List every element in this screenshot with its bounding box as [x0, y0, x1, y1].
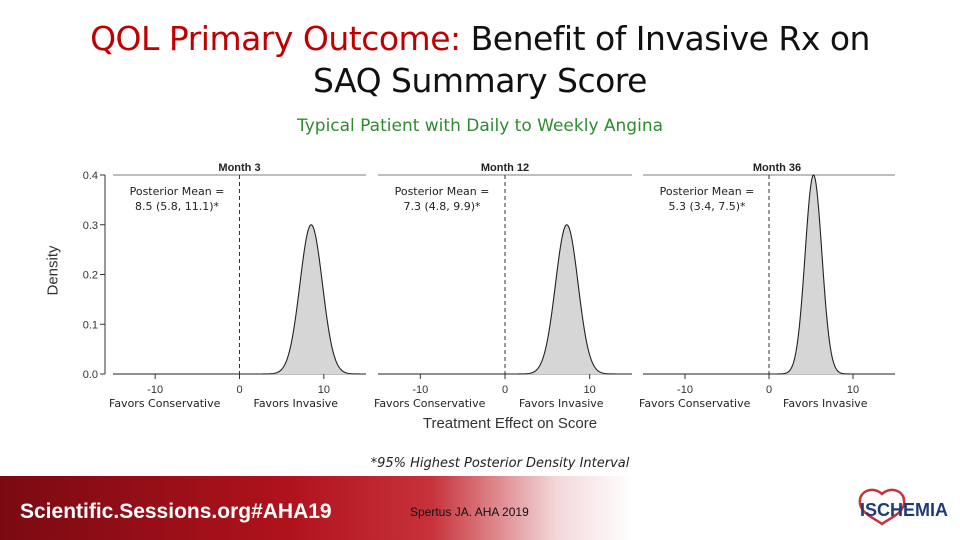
y-tick-label: 0.2 [83, 270, 98, 282]
posterior-label: Posterior Mean = [129, 185, 225, 198]
ischemia-heart-icon [858, 488, 906, 526]
favors-invasive-label: Favors Invasive [783, 397, 868, 410]
posterior-label: Posterior Mean = [659, 185, 755, 198]
favors-conservative-label: Favors Conservative [109, 397, 221, 410]
y-tick-label: 0.1 [83, 319, 98, 331]
footer-hashtag: Scientific.Sessions.org#AHA19 [20, 500, 332, 523]
panel-title: Month 36 [753, 162, 801, 174]
x-tick-label: 10 [318, 384, 330, 396]
footer-bar [0, 476, 960, 540]
x-tick-label: 10 [584, 384, 596, 396]
posterior-value: 5.3 (3.4, 7.5)* [668, 200, 746, 213]
x-tick-label: 0 [236, 384, 242, 396]
slide-title: QOL Primary Outcome: Benefit of Invasive… [0, 18, 960, 102]
y-axis-label: Density [44, 245, 62, 296]
x-tick-label: -10 [677, 384, 693, 396]
y-tick-label: 0.4 [83, 170, 98, 182]
x-tick-label: 0 [766, 384, 772, 396]
chart-subtitle: Typical Patient with Daily to Weekly Ang… [296, 116, 664, 136]
x-tick-label: 10 [847, 384, 859, 396]
x-tick-label: 0 [502, 384, 508, 396]
panel-title: Month 12 [481, 162, 529, 174]
posterior-value: 7.3 (4.8, 9.9)* [403, 200, 481, 213]
x-tick-label: -10 [147, 384, 163, 396]
y-tick-label: 0.0 [83, 369, 98, 381]
posterior-mean-box: Posterior Mean = 8.5 (5.8, 11.1)* [117, 184, 237, 214]
posterior-mean-box: Posterior Mean = 7.3 (4.8, 9.9)* [382, 184, 502, 214]
title-black-part: Benefit of Invasive Rx on [460, 19, 871, 58]
x-axis-label: Treatment Effect on Score [422, 415, 598, 432]
posterior-mean-box: Posterior Mean = 5.3 (3.4, 7.5)* [647, 184, 767, 214]
favors-invasive-label: Favors Invasive [253, 397, 339, 410]
favors-conservative-label: Favors Conservative [639, 397, 751, 410]
posterior-value: 8.5 (5.8, 11.1)* [134, 200, 220, 213]
footnote: *95% Highest Posterior Density Interval [370, 456, 630, 471]
logo-text: ISCHEMIA [860, 500, 949, 520]
favors-conservative-label: Favors Conservative [374, 397, 486, 410]
density-area [378, 224, 632, 374]
posterior-label: Posterior Mean = [394, 185, 490, 198]
x-tick-label: -10 [412, 384, 428, 396]
y-tick-label: 0.3 [83, 220, 98, 232]
favors-invasive-label: Favors Invasive [519, 397, 604, 410]
footer-citation: Spertus JA. AHA 2019 [410, 505, 529, 519]
title-line-2: SAQ Summary Score [313, 61, 647, 100]
panel-title: Month 3 [218, 162, 260, 174]
title-red-part: QOL Primary Outcome: [90, 19, 461, 58]
